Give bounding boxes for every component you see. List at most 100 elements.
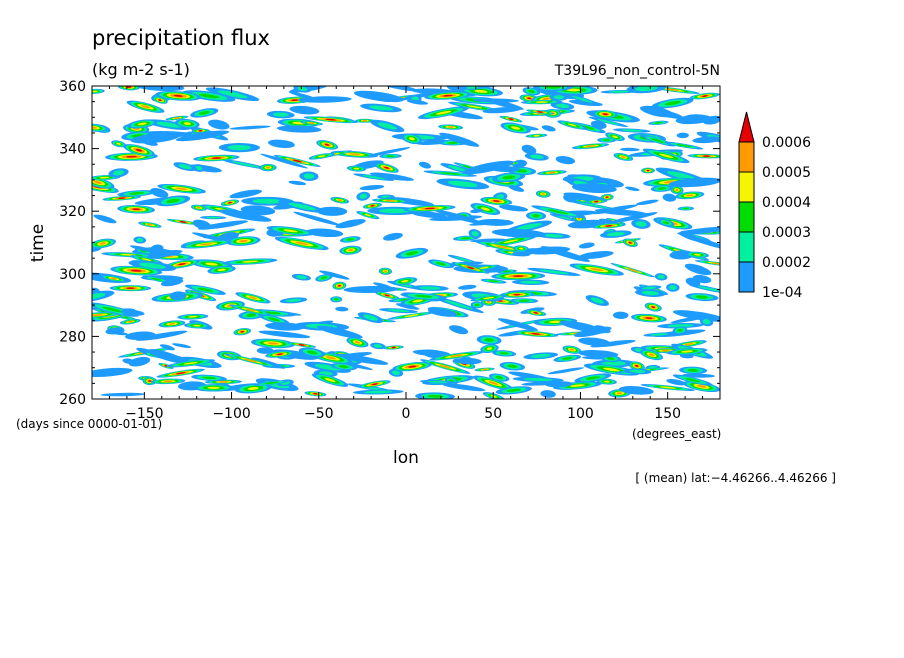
precip-contour-patch: [385, 199, 395, 202]
precip-contour-patch: [408, 137, 415, 141]
precip-contour-patch: [245, 308, 256, 312]
precip-contour-patch: [293, 211, 341, 226]
precip-contour-patch: [207, 386, 220, 389]
precip-contour-patch: [183, 362, 199, 365]
precip-contour-patch: [261, 311, 281, 315]
precip-contour-patch: [520, 280, 542, 284]
precip-contour-patch: [636, 199, 659, 206]
precip-contour-patch: [295, 241, 309, 246]
precip-contour-patch: [414, 294, 433, 298]
precip-contour-patch: [369, 105, 393, 111]
precip-contour-patch: [590, 268, 604, 272]
precip-contour-patch: [405, 251, 419, 256]
colorbar-label: 0.0002: [762, 255, 811, 271]
precip-contour-patch: [367, 147, 411, 157]
precip-contour-patch: [316, 206, 348, 216]
precip-contour-patch: [359, 184, 385, 191]
precip-contour-patch: [251, 357, 286, 369]
precip-contour-patch: [666, 88, 680, 91]
precip-contour-patch: [200, 243, 213, 246]
precip-contour-patch: [664, 101, 681, 106]
x-tick-label: −50: [304, 406, 334, 422]
precip-contour-patch: [129, 192, 145, 195]
precip-contour-patch: [606, 231, 625, 237]
precip-contour-patch: [126, 155, 137, 158]
precip-contour-patch: [512, 275, 524, 277]
precip-contour-patch: [362, 175, 386, 180]
precip-contour-patch: [276, 353, 283, 356]
precip-contour-patch: [571, 183, 617, 194]
precip-contour-patch: [400, 279, 409, 283]
precip-contour-patch: [128, 356, 151, 367]
precip-contour-patch: [667, 324, 694, 328]
x-tick-label: 100: [567, 406, 594, 422]
precip-contour-patch: [627, 268, 639, 273]
precip-contour-patch: [99, 242, 107, 245]
precip-contour-patch: [620, 147, 640, 152]
precip-contour-patch: [147, 349, 187, 364]
precip-contour-patch: [347, 249, 354, 252]
precip-contour-patch: [383, 270, 387, 273]
precip-contour-patch: [533, 134, 540, 137]
precip-contour-patch: [427, 308, 458, 317]
precip-contour-patch: [594, 200, 599, 203]
precip-contour-patch: [427, 394, 443, 398]
colorbar-box: [738, 261, 755, 293]
precip-contour-patch: [684, 377, 701, 383]
precip-contour-patch: [629, 369, 646, 373]
precip-contour-patch: [492, 200, 500, 202]
colorbar-label: 0.0005: [762, 165, 811, 181]
precip-contour-patch: [669, 285, 677, 290]
precip-contour-patch: [308, 122, 315, 124]
precip-contour-patch: [424, 207, 436, 210]
precip-contour-patch: [183, 122, 191, 126]
precip-contour-patch: [697, 286, 720, 292]
precip-contour-patch: [314, 364, 341, 371]
precip-contour-patch: [92, 90, 98, 93]
precip-contour-patch: [325, 118, 337, 121]
precip-contour-patch: [306, 228, 344, 238]
precip-contour-patch: [449, 325, 469, 335]
precip-contour-patch: [244, 358, 258, 363]
precip-contour-patch: [541, 193, 545, 195]
precip-contour-patch: [531, 333, 541, 335]
precip-contour-patch: [444, 300, 473, 310]
precip-contour-patch: [497, 318, 539, 331]
x-axis-units: (degrees_east): [632, 427, 721, 441]
precip-contour-patch: [288, 202, 316, 211]
precip-contour-patch: [695, 295, 709, 299]
precip-contour-patch: [198, 111, 210, 115]
precip-contour-patch: [603, 139, 611, 142]
precip-contour-patch: [578, 242, 595, 249]
precip-contour-patch: [538, 269, 569, 275]
precip-contour-patch: [303, 173, 315, 179]
precip-contour-patch: [454, 256, 473, 263]
precip-contour-patch: [488, 280, 499, 283]
precip-contour-patch: [109, 331, 128, 336]
precip-contour-patch: [693, 253, 701, 256]
precip-contour-patch: [288, 180, 307, 186]
precip-contour-patch: [578, 202, 610, 209]
precip-contour-patch: [99, 176, 110, 179]
precip-contour-patch: [333, 298, 339, 301]
precip-contour-patch: [439, 364, 452, 369]
precip-contour-patch: [650, 138, 665, 143]
precip-contour-patch: [272, 112, 289, 117]
precip-contour-patch: [474, 89, 488, 93]
precip-contour-patch: [335, 306, 349, 312]
colorbar-label: 0.0003: [762, 225, 811, 241]
precip-contour-patch: [521, 144, 537, 155]
precip-contour-patch: [608, 90, 631, 93]
precip-contour-patch: [555, 155, 576, 165]
precip-contour-patch: [466, 266, 475, 270]
x-axis: −150 −100 −50 0 50 100 150: [108, 86, 704, 422]
precip-contour-patch: [384, 294, 390, 297]
precip-contour-patch: [264, 381, 279, 385]
precip-contour-patch: [567, 123, 577, 127]
precip-contour-patch: [175, 187, 188, 190]
precip-contour-patch: [669, 177, 720, 188]
colorbar-extend-arrow: [738, 111, 755, 143]
precip-contour-patch: [585, 145, 596, 148]
precip-contour-patch: [256, 347, 274, 354]
precip-contour-patch: [553, 95, 565, 100]
